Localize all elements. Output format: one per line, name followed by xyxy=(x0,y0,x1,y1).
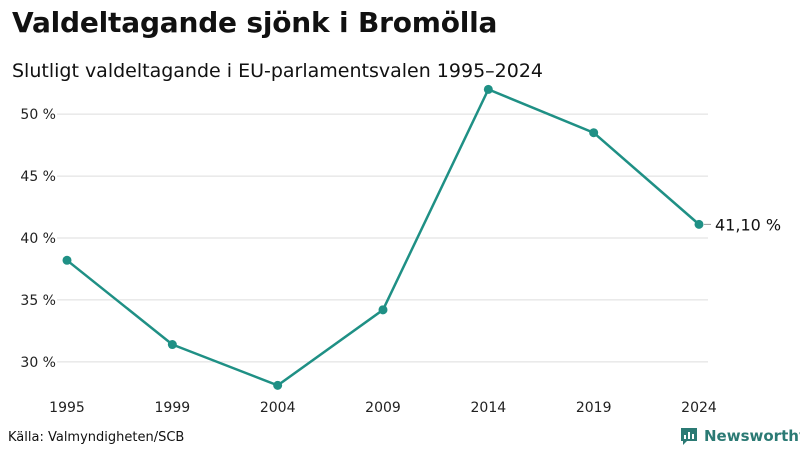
data-point xyxy=(167,340,177,350)
data-point xyxy=(273,380,283,390)
data-point xyxy=(589,128,599,138)
x-tick-label: 1999 xyxy=(155,400,191,416)
y-axis-ticks: 30 % 35 % 40 % 45 % 50 % xyxy=(20,107,56,371)
x-axis-ticks: 1995 1999 2004 2009 2014 2019 2024 xyxy=(49,400,717,416)
x-tick-label: 2009 xyxy=(365,400,401,416)
x-tick-label: 2019 xyxy=(576,400,612,416)
chart-title: Valdeltagande sjönk i Bromölla xyxy=(12,6,498,39)
brand-logo: Newsworthy xyxy=(679,426,800,446)
x-tick-label: 2024 xyxy=(681,400,717,416)
y-tick-label: 50 % xyxy=(20,107,56,123)
chart-subtitle: Slutligt valdeltagande i EU-parlamentsva… xyxy=(12,60,544,82)
bar-chart-logo-icon xyxy=(681,428,697,445)
y-tick-label: 35 % xyxy=(20,293,56,309)
x-tick-label: 2014 xyxy=(471,400,507,416)
grid-lines xyxy=(57,113,708,363)
brand-name: Newsworthy xyxy=(704,427,800,445)
y-tick-label: 40 % xyxy=(20,231,56,247)
data-series xyxy=(62,84,704,390)
data-point xyxy=(62,255,72,265)
x-tick-label: 2004 xyxy=(260,400,296,416)
end-value-label: 41,10 % xyxy=(715,215,781,234)
series-line xyxy=(65,88,701,387)
data-labels: 41,10 % xyxy=(704,215,781,234)
source-note: Källa: Valmyndigheten/SCB xyxy=(8,430,185,445)
y-tick-label: 30 % xyxy=(20,355,56,371)
y-tick-label: 45 % xyxy=(20,169,56,185)
x-tick-label: 1995 xyxy=(49,400,85,416)
data-point xyxy=(378,305,388,315)
data-point xyxy=(483,84,493,94)
data-point xyxy=(694,219,704,229)
